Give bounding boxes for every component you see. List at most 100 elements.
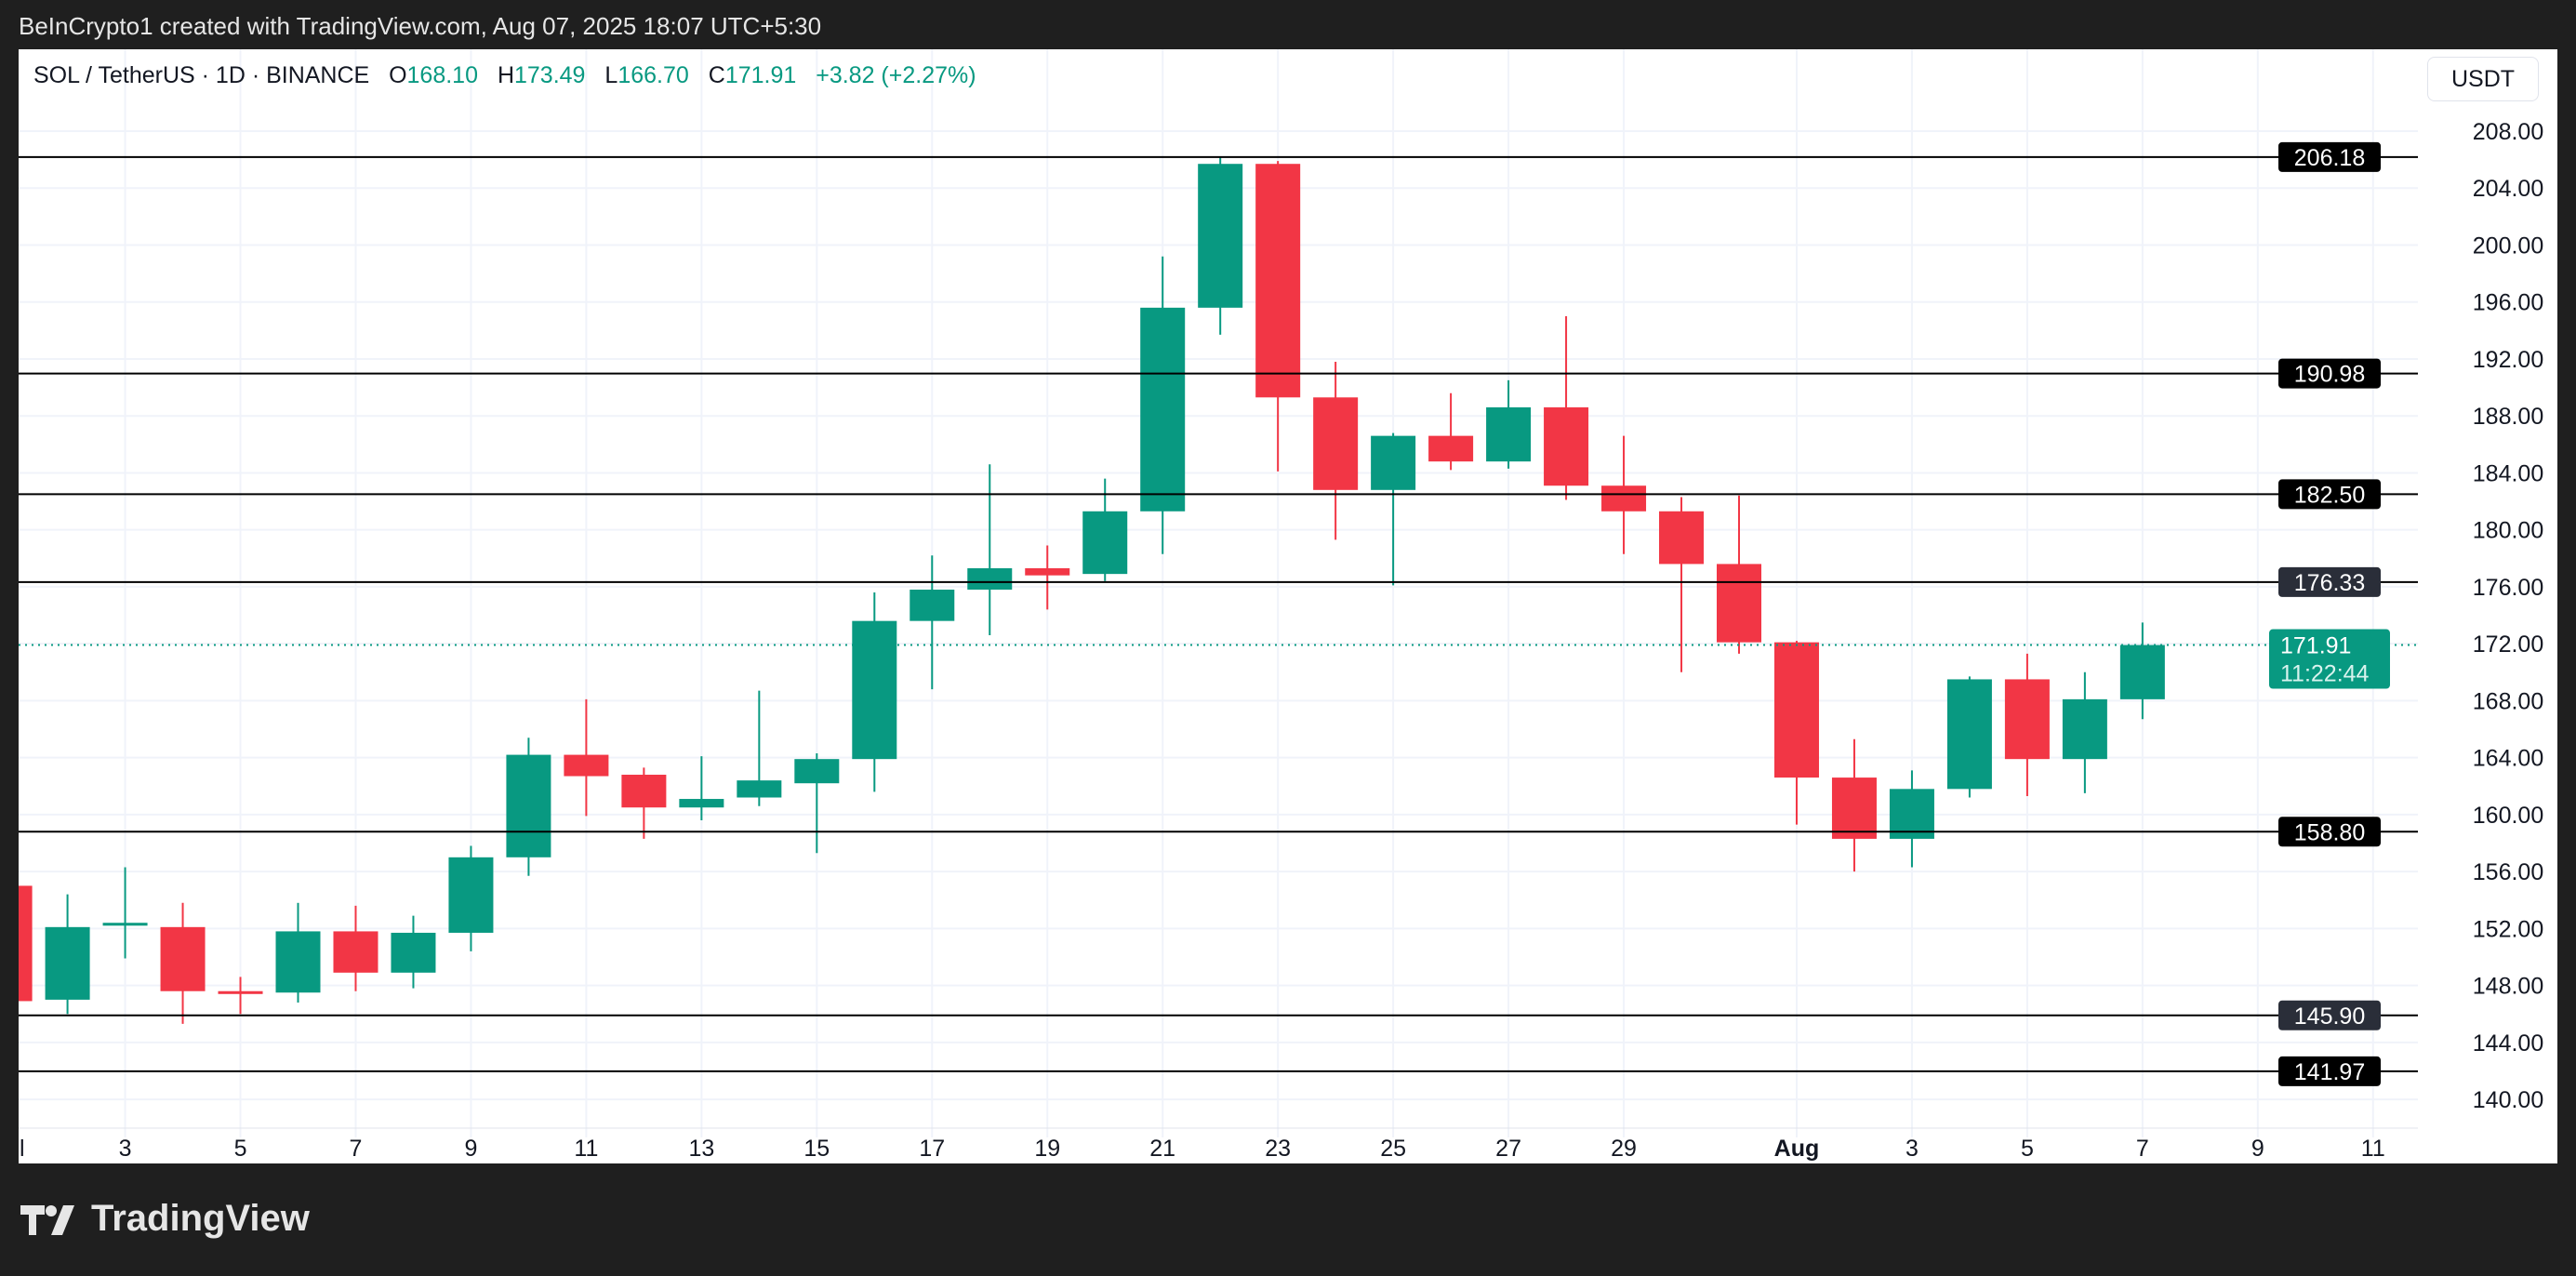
x-tick-label: 21 <box>1149 1136 1175 1162</box>
low-label: L <box>604 62 618 88</box>
y-tick-label: 204.00 <box>2473 176 2543 202</box>
high-value: 173.49 <box>514 62 586 88</box>
x-tick-label: Jul <box>19 1136 25 1162</box>
x-tick-label: 9 <box>464 1136 477 1162</box>
close-value: 171.91 <box>724 62 797 88</box>
candle-body <box>1544 407 1589 486</box>
tradingview-logo-icon <box>20 1204 74 1235</box>
level-price-tag <box>2278 1000 2381 1030</box>
candle-body <box>506 754 551 857</box>
level-price-tag <box>2278 141 2381 172</box>
candle-body <box>737 780 782 798</box>
symbol-legend: SOL / TetherUS · 1D · BINANCE O168.10 H1… <box>33 62 989 89</box>
chart-credit: BeInCrypto1 created with TradingView.com… <box>19 12 822 40</box>
level-price-label: 141.97 <box>2294 1059 2365 1085</box>
candle-body <box>102 923 148 926</box>
candle-body <box>218 990 263 994</box>
tradingview-logo[interactable]: TradingView <box>20 1198 310 1240</box>
level-price-tag <box>2278 479 2381 510</box>
candle-body <box>967 568 1013 590</box>
x-tick-label: 23 <box>1265 1136 1291 1162</box>
y-tick-label: 152.00 <box>2473 916 2543 942</box>
candle-body <box>333 931 378 973</box>
y-tick-label: 140.00 <box>2473 1087 2543 1113</box>
close-label: C <box>708 62 725 88</box>
candle-body <box>1717 564 1761 643</box>
candle-body <box>1255 164 1301 398</box>
x-tick-label: 29 <box>1611 1136 1637 1162</box>
level-price-label: 206.18 <box>2294 145 2365 171</box>
candle-body <box>1428 435 1474 462</box>
candle-body <box>19 885 33 1002</box>
candle-body <box>1773 642 1819 778</box>
candle-body <box>1198 164 1243 308</box>
candle-body <box>1601 485 1647 512</box>
level-price-label: 176.33 <box>2294 570 2365 596</box>
y-tick-label: 200.00 <box>2473 233 2543 259</box>
candle-body <box>2004 679 2050 760</box>
candle-body <box>852 620 897 760</box>
candle-body <box>1082 511 1128 575</box>
candle-body <box>1831 778 1877 839</box>
x-tick-label: 5 <box>2021 1136 2034 1162</box>
open-label: O <box>389 62 407 88</box>
y-tick-label: 184.00 <box>2473 460 2543 486</box>
x-tick-label: Aug <box>1774 1136 1820 1162</box>
candle-body <box>1659 511 1705 565</box>
candle-body <box>910 589 955 621</box>
y-tick-label: 188.00 <box>2473 404 2543 430</box>
x-tick-label: 27 <box>1495 1136 1521 1162</box>
x-tick-label: 11 <box>2361 1136 2385 1162</box>
open-value: 168.10 <box>406 62 478 88</box>
candle-body <box>1371 435 1416 490</box>
y-tick-label: 160.00 <box>2473 803 2543 829</box>
candle-body <box>564 754 609 777</box>
candle-body <box>45 926 90 1000</box>
y-tick-label: 144.00 <box>2473 1030 2543 1057</box>
low-value: 166.70 <box>617 62 689 88</box>
y-tick-label: 148.00 <box>2473 974 2543 1000</box>
level-price-tag <box>2278 1056 2381 1086</box>
candle-body <box>1025 568 1070 576</box>
candle-body <box>1140 307 1186 512</box>
x-tick-label: 13 <box>688 1136 714 1162</box>
level-price-label: 190.98 <box>2294 362 2365 388</box>
candle-body <box>621 775 667 808</box>
candle-body <box>794 759 840 784</box>
candle-body <box>1946 679 1992 790</box>
candlestick-chart[interactable]: 140.00 144.00 148.00 152.00 156.00 160.00 164.… <box>19 49 2557 1163</box>
high-label: H <box>497 62 514 88</box>
level-price-label: 182.50 <box>2294 482 2365 508</box>
x-tick-label: 11 <box>574 1136 598 1162</box>
y-tick-label: 180.00 <box>2473 518 2543 544</box>
level-price-tag <box>2278 817 2381 847</box>
brand-name: TradingView <box>91 1198 310 1239</box>
candle-body <box>448 857 494 933</box>
currency-button[interactable]: USDT <box>2427 57 2539 101</box>
candle-body <box>1486 407 1532 462</box>
chart-panel[interactable]: 140.00 144.00 148.00 152.00 156.00 160.00 164.… <box>19 49 2557 1163</box>
y-tick-label: 176.00 <box>2473 575 2543 601</box>
x-tick-label: 5 <box>234 1136 247 1162</box>
last-price-tag <box>2269 629 2390 689</box>
change-value: +3.82 (+2.27%) <box>816 62 976 88</box>
level-price-tag <box>2278 358 2381 389</box>
candle-body <box>2062 698 2107 760</box>
x-tick-label: 7 <box>2136 1136 2149 1162</box>
y-tick-label: 196.00 <box>2473 290 2543 316</box>
candle-body <box>275 931 321 993</box>
y-tick-label: 156.00 <box>2473 859 2543 885</box>
level-price-label: 145.90 <box>2294 1004 2365 1030</box>
y-tick-label: 192.00 <box>2473 347 2543 373</box>
y-tick-label: 208.00 <box>2473 119 2543 145</box>
candle-body <box>160 926 206 991</box>
y-tick-label: 172.00 <box>2473 631 2543 658</box>
x-tick-label: 3 <box>119 1136 132 1162</box>
symbol-title[interactable]: SOL / TetherUS · 1D · BINANCE <box>33 62 370 88</box>
candle-body <box>391 932 436 973</box>
x-tick-label: 19 <box>1034 1136 1060 1162</box>
x-tick-label: 9 <box>2251 1136 2264 1162</box>
x-tick-label: 25 <box>1380 1136 1406 1162</box>
candle-body <box>2119 645 2165 699</box>
last-price-label: 171.91 <box>2280 633 2351 659</box>
